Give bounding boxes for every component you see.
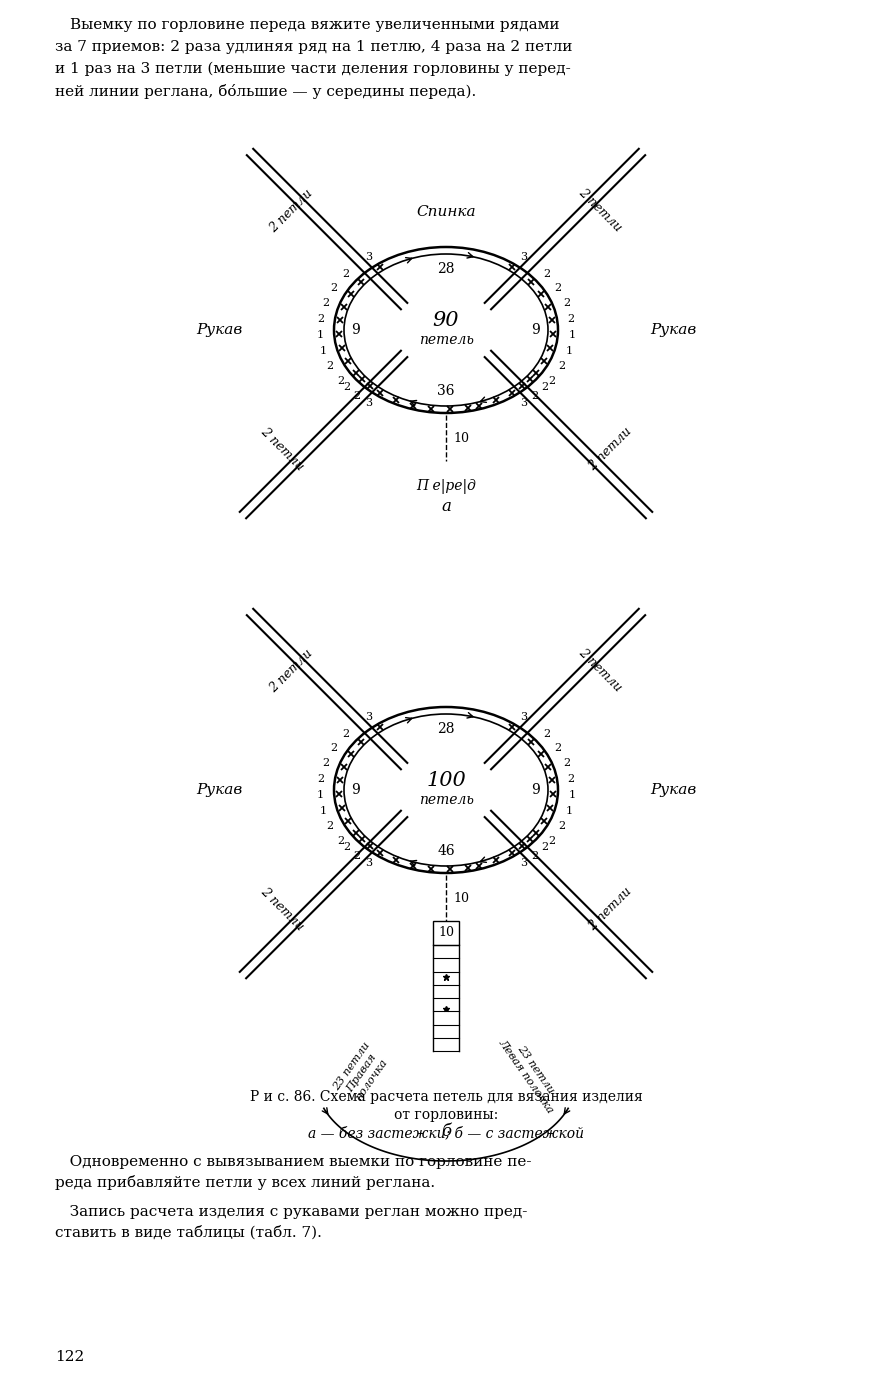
Text: 2: 2 bbox=[322, 757, 329, 767]
Text: б: б bbox=[441, 1123, 451, 1140]
Text: ней линии реглана, бо́льшие — у середины переда).: ней линии реглана, бо́льшие — у середины… bbox=[55, 84, 476, 99]
Text: 2: 2 bbox=[558, 822, 565, 832]
Text: 2: 2 bbox=[542, 382, 549, 392]
Text: 2: 2 bbox=[543, 269, 550, 279]
Text: 3: 3 bbox=[520, 711, 527, 722]
Text: 2: 2 bbox=[342, 269, 349, 279]
Text: 122: 122 bbox=[55, 1350, 84, 1364]
Text: 2: 2 bbox=[317, 774, 324, 784]
Text: 2: 2 bbox=[548, 375, 555, 385]
Text: П е|ре|д: П е|ре|д bbox=[416, 479, 476, 494]
Text: а: а bbox=[441, 498, 451, 515]
Text: 3: 3 bbox=[520, 252, 527, 262]
Text: 23 петли
Правая
полочка: 23 петли Правая полочка bbox=[332, 1040, 391, 1106]
Text: 2: 2 bbox=[330, 743, 338, 753]
Text: 2: 2 bbox=[542, 843, 549, 853]
Text: 2: 2 bbox=[343, 382, 350, 392]
Text: ставить в виде таблицы (табл. 7).: ставить в виде таблицы (табл. 7). bbox=[55, 1225, 321, 1239]
Text: 1: 1 bbox=[568, 790, 575, 799]
Text: 3: 3 bbox=[365, 858, 372, 868]
Text: 10: 10 bbox=[438, 927, 454, 939]
Text: 2: 2 bbox=[337, 375, 344, 385]
Bar bbox=[433, 921, 459, 945]
Text: 90: 90 bbox=[433, 311, 459, 329]
Text: 9: 9 bbox=[531, 783, 540, 797]
Text: 3: 3 bbox=[520, 858, 527, 868]
Text: 2: 2 bbox=[354, 391, 361, 400]
Text: 3: 3 bbox=[365, 398, 372, 409]
Text: 10: 10 bbox=[453, 892, 469, 904]
Text: Запись расчета изделия с рукавами реглан можно пред-: Запись расчета изделия с рукавами реглан… bbox=[55, 1205, 528, 1219]
Text: Рукав: Рукав bbox=[650, 783, 697, 797]
Text: 2: 2 bbox=[567, 314, 574, 323]
Text: 2: 2 bbox=[548, 836, 555, 846]
Text: 2: 2 bbox=[563, 757, 570, 767]
Text: 2: 2 bbox=[327, 822, 334, 832]
Text: 1: 1 bbox=[317, 790, 324, 799]
Text: 2: 2 bbox=[555, 283, 562, 293]
Text: от горловины:: от горловины: bbox=[394, 1107, 498, 1121]
Text: 1: 1 bbox=[320, 806, 327, 816]
Text: 9: 9 bbox=[352, 323, 361, 337]
Text: Р и с. 86. Схема расчета петель для вязания изделия: Р и с. 86. Схема расчета петель для вяза… bbox=[250, 1091, 642, 1105]
Text: 2: 2 bbox=[555, 743, 562, 753]
Text: 3: 3 bbox=[520, 398, 527, 409]
Text: 2: 2 bbox=[327, 361, 334, 371]
Text: 1: 1 bbox=[317, 330, 324, 340]
Text: 2: 2 bbox=[531, 851, 538, 861]
Text: Выемку по горловине переда вяжите увеличенными рядами: Выемку по горловине переда вяжите увелич… bbox=[70, 18, 560, 32]
Text: 2: 2 bbox=[567, 774, 574, 784]
Text: петель: петель bbox=[419, 333, 473, 347]
Text: 3: 3 bbox=[365, 711, 372, 722]
Text: Одновременно с вывязыванием выемки по горловине пе-: Одновременно с вывязыванием выемки по го… bbox=[55, 1155, 531, 1169]
Text: 46: 46 bbox=[438, 844, 455, 858]
Text: и 1 раз на 3 петли (меньшие части деления горловины у перед-: и 1 раз на 3 петли (меньшие части делени… bbox=[55, 62, 571, 77]
Text: 1: 1 bbox=[568, 330, 575, 340]
Text: 1: 1 bbox=[565, 806, 572, 816]
Text: 28: 28 bbox=[438, 262, 455, 276]
Text: 2: 2 bbox=[563, 298, 570, 308]
Text: 2 петли: 2 петли bbox=[587, 426, 635, 473]
Text: 23 петли
Левая полочка: 23 петли Левая полочка bbox=[497, 1030, 564, 1116]
Text: реда прибавляйте петли у всех линий реглана.: реда прибавляйте петли у всех линий регл… bbox=[55, 1175, 435, 1190]
Text: 2: 2 bbox=[531, 391, 538, 400]
Text: 2 петли: 2 петли bbox=[576, 647, 624, 694]
Text: 2: 2 bbox=[558, 361, 565, 371]
Text: 1: 1 bbox=[320, 346, 327, 356]
Text: 9: 9 bbox=[531, 323, 540, 337]
Text: 36: 36 bbox=[438, 384, 455, 398]
Text: Рукав: Рукав bbox=[196, 783, 242, 797]
Text: 2: 2 bbox=[343, 843, 350, 853]
Text: 2: 2 bbox=[330, 283, 338, 293]
Text: 2 петли: 2 петли bbox=[267, 647, 316, 694]
Text: 2: 2 bbox=[543, 729, 550, 739]
Text: Рукав: Рукав bbox=[196, 323, 242, 337]
Text: 2 петли: 2 петли bbox=[576, 186, 624, 235]
Text: 9: 9 bbox=[352, 783, 361, 797]
Text: 28: 28 bbox=[438, 722, 455, 736]
Text: Спинка: Спинка bbox=[416, 204, 476, 218]
Text: Рукав: Рукав bbox=[650, 323, 697, 337]
Text: а — без застежки; б — с застежкой: а — без застежки; б — с застежкой bbox=[308, 1126, 584, 1140]
Text: 100: 100 bbox=[426, 770, 466, 790]
Text: 2 петли: 2 петли bbox=[257, 426, 305, 473]
Text: 10: 10 bbox=[453, 431, 469, 445]
Text: 1: 1 bbox=[565, 346, 572, 356]
Text: 2: 2 bbox=[337, 836, 344, 846]
Text: 3: 3 bbox=[365, 252, 372, 262]
Text: 2: 2 bbox=[354, 851, 361, 861]
Text: за 7 приемов: 2 раза удлиняя ряд на 1 петлю, 4 раза на 2 петли: за 7 приемов: 2 раза удлиняя ряд на 1 пе… bbox=[55, 41, 572, 55]
Text: 2: 2 bbox=[342, 729, 349, 739]
Text: 2: 2 bbox=[317, 314, 324, 323]
Text: 2 петли: 2 петли bbox=[587, 885, 635, 934]
Text: 2 петли: 2 петли bbox=[267, 186, 316, 235]
Text: петель: петель bbox=[419, 792, 473, 806]
Text: 2 петли: 2 петли bbox=[257, 885, 305, 934]
Text: 2: 2 bbox=[322, 298, 329, 308]
